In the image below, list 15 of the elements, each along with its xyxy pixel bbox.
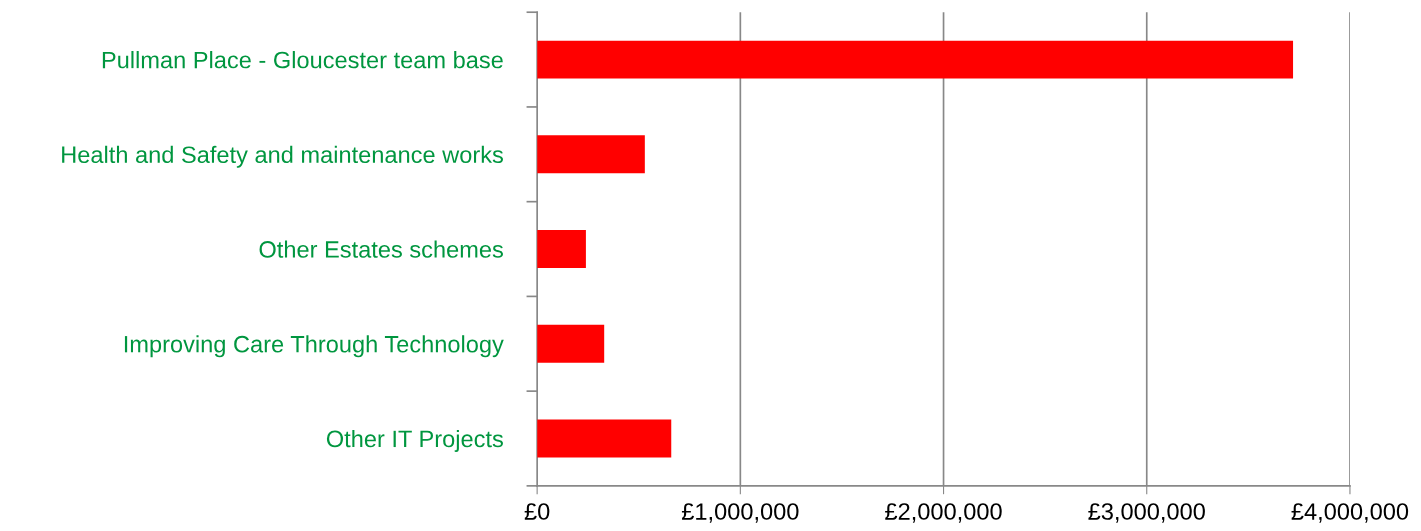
y-tick-label: Pullman Place - Gloucester team base [102, 51, 503, 69]
y-tick-label: Other IT Projects [326, 429, 503, 452]
x-tick-label: £1,000,000 [681, 503, 799, 523]
y-tick-label: Health and Safety and maintenance works [62, 145, 503, 168]
y-tick-label: Other Estates schemes [259, 240, 503, 258]
bar [537, 230, 586, 268]
x-tick-label: £4,000,000 [1291, 503, 1409, 523]
y-tick-label: Improving Care Through Technology [124, 335, 504, 358]
bar [537, 324, 605, 363]
x-tick-label: £3,000,000 [1088, 503, 1205, 523]
bar [537, 135, 645, 174]
bar [537, 419, 672, 458]
x-tick-label: £2,000,000 [885, 503, 1002, 523]
x-tick-label: £0 [524, 503, 550, 520]
bar [537, 40, 1294, 79]
